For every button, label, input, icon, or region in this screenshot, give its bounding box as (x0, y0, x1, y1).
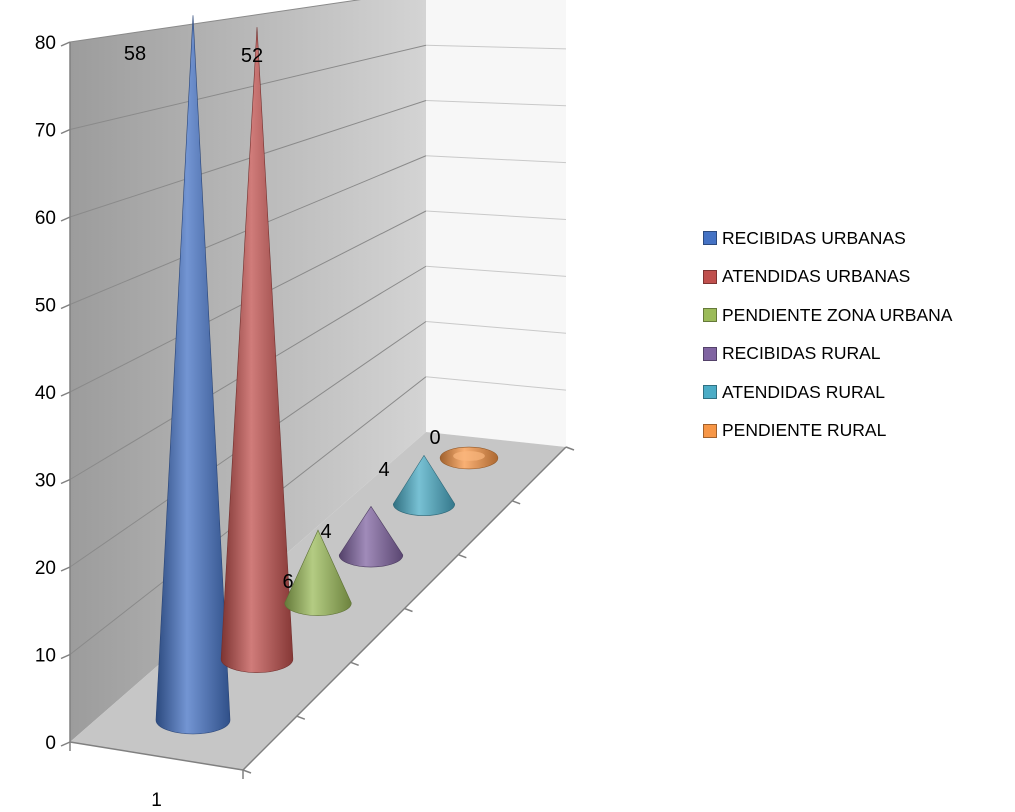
depth-tick-mark (296, 715, 306, 720)
legend-item: PENDIENTE ZONA URBANA (703, 303, 1013, 327)
legend-item: RECIBIDAS URBANAS (703, 226, 1013, 250)
y-tick-label: 70 (35, 121, 56, 142)
depth-tick-mark (242, 769, 252, 774)
data-label-1: 52 (241, 45, 263, 67)
cone-series (155, 15, 499, 735)
data-labels: 58 52 6 4 4 0 (124, 43, 441, 593)
cone-0 (155, 15, 231, 735)
gridline-back (425, 376, 567, 391)
gridline-back (425, 155, 567, 164)
cone-4 (392, 454, 456, 516)
y-tick-label: 0 (45, 733, 56, 754)
legend-swatch (703, 231, 717, 245)
y-tick-mark (60, 653, 71, 660)
gridline-side (69, 100, 427, 218)
x-tick-label: 1 (151, 790, 162, 811)
cone-body (220, 27, 294, 673)
y-tick-mark (60, 741, 71, 747)
legend-item: ATENDIDAS RURAL (703, 380, 1013, 404)
y-tick-mark (60, 303, 71, 310)
cone-3 (338, 505, 404, 568)
cone-body (284, 529, 352, 616)
depth-tick-mark (404, 607, 413, 613)
data-label-5: 0 (429, 427, 440, 449)
data-label-2: 6 (282, 571, 293, 593)
back-wall (426, 0, 566, 447)
legend-label: ATENDIDAS RURAL (722, 381, 886, 402)
y-tick-label: 50 (35, 296, 56, 317)
data-label-4: 4 (378, 459, 389, 481)
cone-2 (284, 529, 352, 616)
legend-swatch (703, 308, 717, 322)
legend-label: ATENDIDAS URBANAS (722, 266, 911, 286)
gridline-back (425, 100, 567, 107)
legend-item: RECIBIDAS RURAL (703, 342, 1013, 366)
gridline-back (425, 44, 567, 50)
legend-swatch (703, 346, 717, 361)
y-tick-label: 20 (35, 558, 56, 579)
legend-label: PENDIENTE ZONA URBANA (722, 304, 953, 325)
depth-tick-mark (350, 661, 359, 667)
cone-5 (439, 446, 499, 470)
cone-body (155, 15, 231, 735)
gridline-back (425, 210, 567, 220)
depth-tick-mark (458, 553, 467, 559)
y-tick-mark (60, 128, 71, 135)
legend-label: PENDIENTE RURAL (722, 420, 887, 440)
legend-item: PENDIENTE RURAL (703, 419, 1013, 443)
legend-item: ATENDIDAS URBANAS (703, 265, 1013, 289)
depth-tick-mark (511, 500, 521, 505)
x-axis-line (69, 741, 244, 771)
gridline-back (425, 265, 567, 277)
y-tick-mark (60, 391, 71, 397)
gridline-side (69, 44, 427, 130)
data-label-3: 4 (320, 521, 331, 543)
cone-body (392, 454, 456, 516)
y-tick-label: 40 (35, 383, 56, 404)
y-tick-mark (60, 216, 71, 222)
legend-swatch (703, 269, 717, 284)
y-tick-label: 10 (35, 646, 56, 667)
y-tick-mark (60, 566, 71, 572)
gridline-side (69, 0, 361, 43)
gridline-back (425, 321, 567, 334)
legend-label: RECIBIDAS RURAL (722, 343, 881, 363)
depth-tick-mark (565, 446, 575, 451)
cone-body (338, 505, 404, 568)
cone-1 (220, 27, 294, 673)
y-tick-mark (60, 41, 71, 47)
legend-swatch (703, 423, 717, 438)
y-tick-mark (60, 478, 71, 485)
legend: RECIBIDAS URBANAS ATENDIDAS URBANAS PENDIE… (703, 226, 1013, 457)
data-label-0: 58 (124, 43, 146, 65)
legend-swatch (703, 385, 717, 399)
y-tick-label: 80 (35, 33, 56, 54)
cone-tip (453, 451, 485, 461)
y-tick-label: 60 (35, 208, 56, 229)
legend-label: RECIBIDAS URBANAS (722, 227, 906, 248)
y-tick-label: 30 (35, 471, 56, 492)
